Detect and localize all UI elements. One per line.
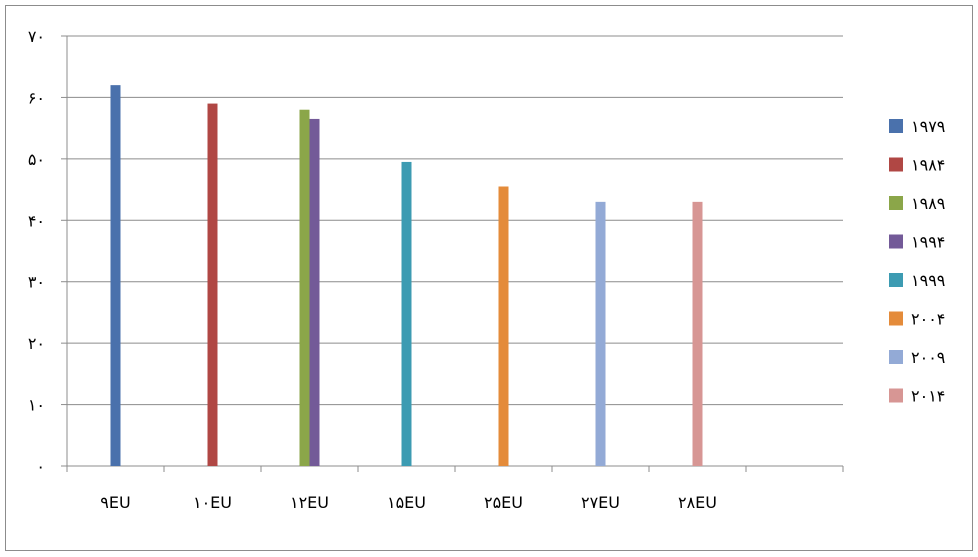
legend-swatch — [889, 157, 903, 172]
legend-swatch — [889, 234, 903, 249]
x-tick-label: ١۵EU — [387, 493, 426, 512]
legend-label: ١٩٩٩ — [911, 271, 945, 290]
bar — [110, 85, 121, 467]
y-tick-label: ١٠ — [28, 396, 45, 415]
bars — [110, 85, 703, 467]
chart-frame — [5, 5, 973, 551]
y-tick-label: ٠ — [36, 457, 45, 476]
legend-swatch — [889, 350, 903, 364]
x-tick-label: ١٢EU — [290, 493, 329, 512]
x-tick-label: ٩EU — [100, 493, 130, 512]
legend-label: ١٩٨۴ — [911, 156, 945, 175]
legend-label: ٢٠٠۴ — [911, 310, 945, 329]
y-tick-label: ٧٠ — [28, 27, 45, 46]
y-tick-label: ۴٠ — [28, 211, 45, 230]
legend-label: ٢٠٠٩ — [911, 348, 945, 367]
bar — [309, 118, 320, 466]
bar — [401, 161, 412, 466]
x-tick-label: ٢٨EU — [678, 493, 717, 512]
legend-label: ٢٠١۴ — [911, 387, 945, 406]
legend-swatch — [889, 119, 903, 133]
legend-swatch — [889, 196, 903, 210]
y-tick-label: ٢٠ — [28, 334, 45, 353]
bar — [299, 109, 310, 466]
y-tick-label: ۵٠ — [28, 150, 45, 169]
legend-swatch — [889, 273, 903, 287]
bar — [498, 186, 509, 466]
axes — [61, 35, 844, 472]
y-tick-label: ٣٠ — [28, 273, 45, 292]
legend-swatch — [889, 388, 903, 403]
legend-swatch — [889, 311, 903, 326]
bar — [692, 201, 703, 466]
y-tick-label: ۶٠ — [28, 88, 45, 107]
bar — [207, 103, 218, 467]
x-tick-label: ٢٧EU — [581, 493, 620, 512]
x-tick-label: ٢۵EU — [484, 493, 523, 512]
gridlines — [67, 35, 843, 406]
bar — [595, 201, 606, 466]
legend-label: ١٩٧٩ — [911, 117, 945, 136]
legend-label: ١٩٨٩ — [911, 194, 945, 213]
tick-labels: ٠ ١٠ ٢٠ ٣٠ ۴٠ ۵٠ ۶٠ ٧٠ ٩EU ١٠EU ١٢EU ١۵EU ٢۵EU ٢٧EU ٢٨… — [28, 27, 717, 512]
x-tick-label: ١٠EU — [193, 493, 232, 512]
legend: ١٩٧٩ ١٩٨۴ ١٩٨٩ ١٩٩۴ ١٩٩٩ ٢٠٠۴ ٢٠٠٩ ٢٠١۴ — [889, 117, 945, 406]
legend-label: ١٩٩۴ — [911, 233, 945, 252]
